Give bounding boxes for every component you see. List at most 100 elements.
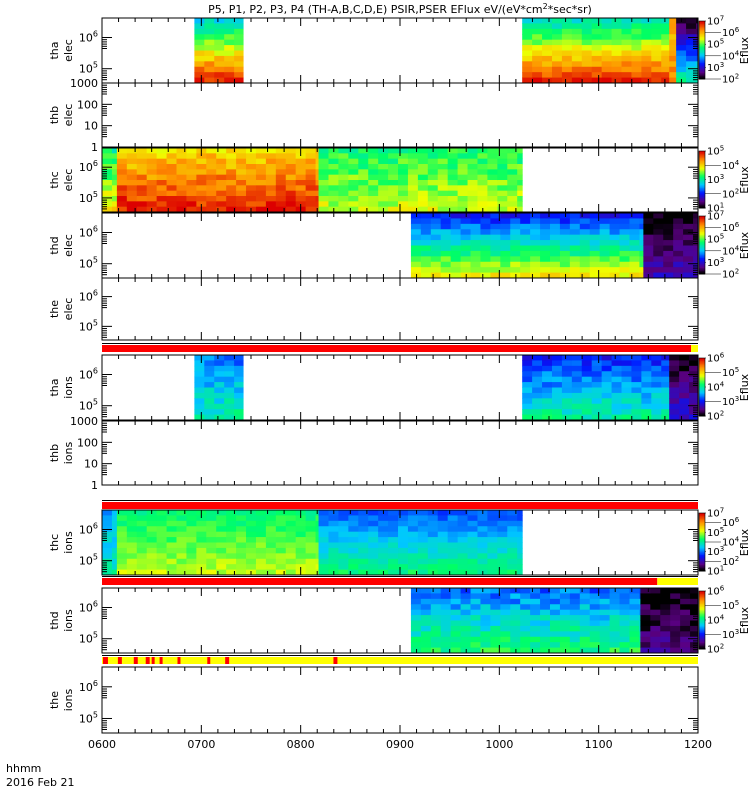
spectrogram-cell <box>530 223 541 230</box>
spectrogram-cell <box>571 18 583 24</box>
spectrogram-cell <box>410 598 422 605</box>
spectrogram-cell <box>196 537 207 543</box>
colorbar-swatch <box>699 609 705 612</box>
spectrogram-cell <box>186 558 197 565</box>
spectrogram-cell <box>676 23 687 30</box>
spectrogram-cell <box>683 218 694 225</box>
spectrogram-cell <box>378 185 389 192</box>
spectrogram-cell <box>500 250 511 257</box>
spectrogram-cell <box>166 553 177 560</box>
spectrogram-cell <box>378 542 389 549</box>
colorbar-swatch <box>699 203 705 206</box>
spectrogram-cell <box>480 234 491 241</box>
spectrogram-cell <box>520 631 531 638</box>
spectrogram-cell <box>641 77 652 84</box>
colorbar-swatch <box>699 178 705 180</box>
spectrogram-cell <box>522 23 533 30</box>
spectrogram-cell <box>480 609 491 616</box>
spectrogram-cell <box>686 28 697 35</box>
x-tick-label: 0700 <box>187 738 215 751</box>
colorbar-swatch <box>699 57 705 60</box>
spectrogram-cell <box>569 223 581 230</box>
spectrogram-cell <box>500 642 511 649</box>
spectrogram-cell <box>696 18 699 24</box>
spectrogram-cell <box>166 158 177 165</box>
colorbar-swatch <box>699 617 705 620</box>
spectrogram-cell <box>427 520 439 527</box>
spectrogram-cell <box>156 537 168 543</box>
spectrogram-cell <box>571 403 583 410</box>
panel-label: elec <box>62 104 75 127</box>
spectrogram-cell <box>686 39 697 46</box>
spectrogram-cell <box>561 39 573 46</box>
spectrogram-cell <box>194 371 205 378</box>
spectrogram-cell <box>540 256 551 263</box>
spectrogram-cell <box>641 392 652 399</box>
spectrogram-cell <box>194 414 205 421</box>
spectrogram-cell <box>378 169 389 176</box>
spectrogram-cell <box>146 564 158 571</box>
spectrogram-cell <box>477 537 488 543</box>
spectrogram-cell <box>176 558 187 565</box>
spectrogram-cell <box>378 520 389 527</box>
y-tick-label: 105 <box>79 318 98 333</box>
spectrogram-cell <box>571 23 583 30</box>
spectrogram-cell <box>216 510 227 516</box>
spectrogram-cell <box>427 537 439 543</box>
spectrogram-cell <box>440 631 452 638</box>
spectrogram-cell <box>136 558 148 565</box>
spectrogram-cell <box>295 558 307 565</box>
colorbar-swatch <box>699 28 705 31</box>
spectrogram-cell <box>440 588 452 594</box>
spectrogram-cell <box>477 158 488 165</box>
spectrogram-cell <box>641 18 652 24</box>
colorbar-swatch <box>699 48 705 51</box>
spectrogram-cell <box>591 392 603 399</box>
colorbar-swatch <box>699 54 705 57</box>
spectrogram-cell <box>111 542 118 549</box>
spectrogram-cell <box>111 531 118 538</box>
colorbar-swatch <box>699 608 705 611</box>
spectrogram-cell <box>437 537 449 543</box>
spectrogram-cell <box>571 28 583 35</box>
spectrogram-cell <box>611 365 623 372</box>
spectrogram-cell <box>532 66 543 73</box>
colorbar-swatch <box>699 372 705 375</box>
spectrogram-cell <box>234 376 244 383</box>
colorbar-swatch <box>699 640 705 643</box>
colorbar-swatch <box>699 262 705 265</box>
colorbar-swatch <box>699 65 705 68</box>
spectrogram-cell <box>318 190 329 197</box>
spectrogram-cell <box>186 531 197 538</box>
spectrogram-cell <box>437 564 449 571</box>
spectrogram-cell <box>581 382 593 388</box>
spectrogram-cell <box>569 240 581 246</box>
status-bar-span <box>102 657 698 664</box>
colorbar-swatch <box>699 63 705 65</box>
spectrogram-cell <box>591 414 603 421</box>
spectrogram-cell <box>517 520 523 527</box>
spectrogram-cell <box>388 569 399 576</box>
spectrogram-cell <box>440 256 452 263</box>
colorbar-tick-label: 106 <box>722 26 740 39</box>
spectrogram-cell <box>530 245 541 252</box>
spectrogram-cell <box>517 201 523 208</box>
spectrogram-cell <box>265 153 277 160</box>
colorbar-swatch <box>699 605 705 608</box>
spectrogram-cell <box>265 169 277 176</box>
spectrogram-cell <box>542 50 553 57</box>
spectrogram-cell <box>676 55 687 62</box>
spectrogram-cell <box>427 515 439 522</box>
spectrogram-cell <box>398 558 409 565</box>
spectrogram-cell <box>669 409 680 416</box>
spectrogram-cell <box>420 223 432 230</box>
spectrogram-cell <box>440 218 452 225</box>
colorbar-swatch <box>699 526 705 528</box>
spectrogram-cell <box>599 234 611 241</box>
spectrogram-cell <box>686 45 697 51</box>
spectrogram-cell <box>450 240 462 246</box>
spectrogram-cell <box>126 196 138 202</box>
spectrogram-cell <box>641 371 652 378</box>
